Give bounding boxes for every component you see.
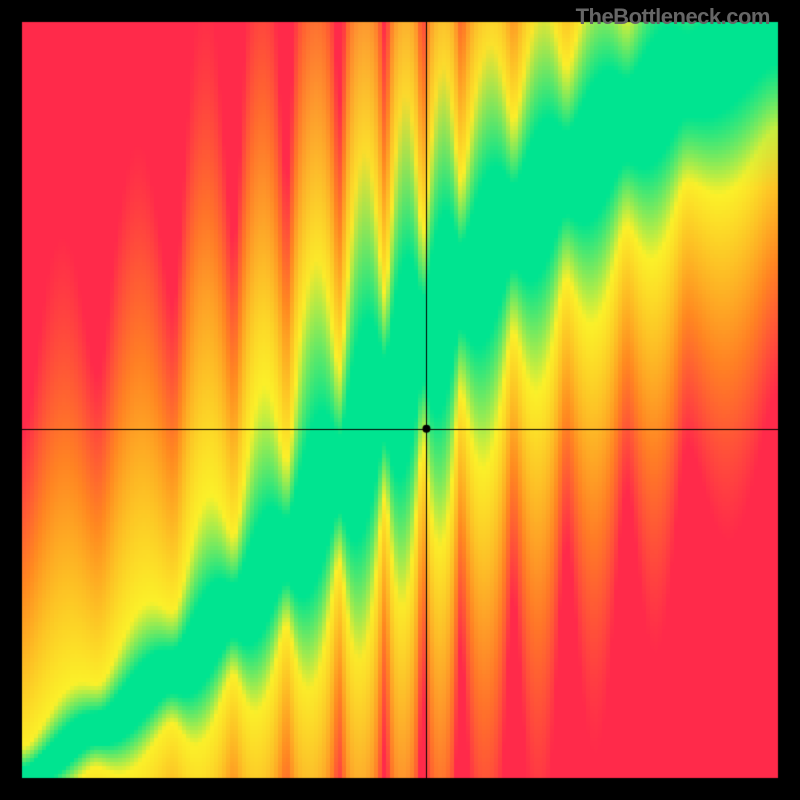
- attribution-label: TheBottleneck.com: [576, 4, 770, 30]
- bottleneck-heatmap-container: TheBottleneck.com: [0, 0, 800, 800]
- heatmap-canvas: [0, 0, 800, 800]
